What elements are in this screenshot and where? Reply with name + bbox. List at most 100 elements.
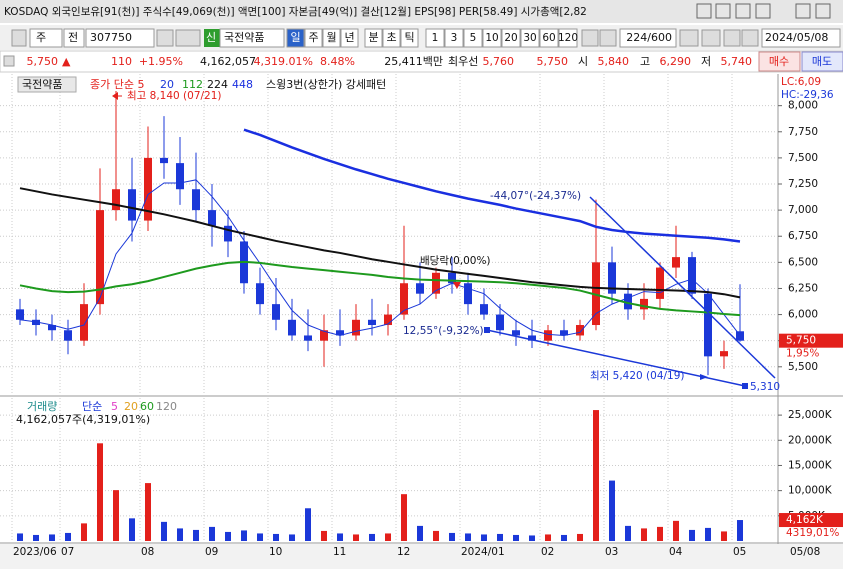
prev-button[interactable] [63, 28, 85, 48]
icon[interactable] [696, 3, 712, 19]
stock-name: 국전약품 [224, 30, 264, 44]
period-button[interactable] [340, 28, 359, 48]
volume-bar [257, 533, 263, 541]
candle-body [336, 330, 344, 336]
period-label: 틱 [404, 31, 414, 44]
candle-body [320, 330, 328, 341]
legend-ma-label: 종가 단순 5 [90, 78, 144, 91]
interval-label: 1 [432, 32, 439, 44]
icon[interactable] [795, 3, 811, 19]
candle-body [400, 283, 408, 315]
interval-button[interactable] [520, 28, 540, 48]
volume-bar [673, 520, 679, 541]
plot [16, 91, 744, 541]
volume-bar [273, 533, 279, 541]
icon[interactable] [755, 3, 771, 19]
dividend-marker [453, 282, 461, 289]
volume-bar [17, 533, 23, 541]
interval-button[interactable] [425, 28, 445, 48]
volume-bar [625, 525, 631, 541]
period-button[interactable] [400, 28, 419, 48]
candle-body [528, 335, 536, 341]
sell-button[interactable] [801, 51, 843, 72]
interval-button[interactable] [482, 28, 502, 48]
volume-bar [129, 518, 135, 541]
candle-body [384, 314, 392, 326]
y-tick-label: 8,000 [788, 100, 818, 112]
candle-body [192, 189, 200, 211]
volume-bar [513, 534, 519, 541]
y-tick-label: 5,500 [788, 361, 818, 373]
icon[interactable] [156, 29, 174, 47]
volume-bar [561, 534, 567, 541]
count-input[interactable] [619, 28, 677, 48]
x-tick-label: 09 [205, 546, 218, 558]
volume-bar [161, 521, 167, 541]
candle-body [80, 304, 88, 341]
trend-line [589, 196, 776, 379]
axis: 5,500 5,750 6,000 6,250 6,500 6,750 7,000 7,250… [13, 100, 833, 558]
interval-label: 10 [485, 32, 498, 44]
axis-top-label: LC:6,09 [781, 76, 821, 88]
x-tick-label: 05 [733, 546, 746, 558]
ma-line [19, 260, 741, 317]
date: 2024/05/08 [765, 31, 828, 44]
interval-button[interactable] [463, 28, 483, 48]
code-input[interactable] [85, 28, 155, 48]
interval-button[interactable] [444, 28, 464, 48]
volume-bar [113, 490, 119, 541]
last-price-tag [779, 333, 843, 348]
legend-box [17, 76, 77, 93]
icon[interactable] [741, 29, 759, 47]
last-volume-pct: 4319,01% [786, 527, 839, 539]
interval-label: 60 [542, 32, 555, 44]
interval-button[interactable] [501, 28, 521, 48]
trend-handle [484, 327, 490, 333]
annotation: 12,55°(-9,32%) [403, 325, 484, 337]
interval-button[interactable] [558, 28, 578, 48]
candle-body [560, 330, 568, 336]
icon[interactable] [581, 29, 599, 47]
legend-entry: 5 [111, 400, 118, 413]
period-button[interactable] [382, 28, 401, 48]
legend-entry: 120 [156, 400, 177, 413]
high-label: 고 [640, 55, 650, 68]
icon[interactable] [11, 29, 27, 47]
icon[interactable] [3, 55, 15, 67]
interval-label: 5 [470, 32, 477, 44]
volume-bar [81, 523, 87, 541]
icon[interactable] [723, 29, 741, 47]
buy-button[interactable] [758, 51, 801, 72]
volume-bar [705, 527, 711, 541]
candle-body [464, 283, 472, 305]
legend-entry: 112 [182, 78, 203, 91]
candle-body [32, 319, 40, 326]
period-button[interactable] [304, 28, 323, 48]
x-tick-label: 03 [605, 546, 618, 558]
candle-body [480, 304, 488, 315]
market-select[interactable] [29, 28, 63, 48]
icon[interactable] [715, 3, 731, 19]
period-button[interactable] [286, 28, 305, 48]
legend-stock: 국전약품 [22, 77, 62, 91]
y-tick-label: 7,250 [788, 178, 818, 190]
date-input[interactable] [761, 28, 841, 48]
candle-body [96, 210, 104, 305]
interval-label: 20 [504, 32, 517, 44]
icon[interactable] [679, 29, 699, 47]
interval-button[interactable] [539, 28, 559, 48]
period-button[interactable] [322, 28, 341, 48]
icon[interactable] [735, 3, 751, 19]
title-text: KOSDAQ 외국인보유[91(천)] 주식수[49,069(천)] 액면[10… [4, 6, 587, 18]
period-button[interactable] [364, 28, 383, 48]
y-tick-label: 10,000K [788, 485, 833, 497]
icon[interactable] [815, 3, 831, 19]
low: 5,740 [721, 55, 753, 68]
icon[interactable] [175, 29, 201, 47]
legend-entry: 448 [232, 78, 253, 91]
annotation: -44,07°(-24,37%) [490, 190, 581, 202]
icon[interactable] [701, 29, 721, 47]
icon[interactable] [599, 29, 617, 47]
prev: 전 [68, 31, 78, 44]
